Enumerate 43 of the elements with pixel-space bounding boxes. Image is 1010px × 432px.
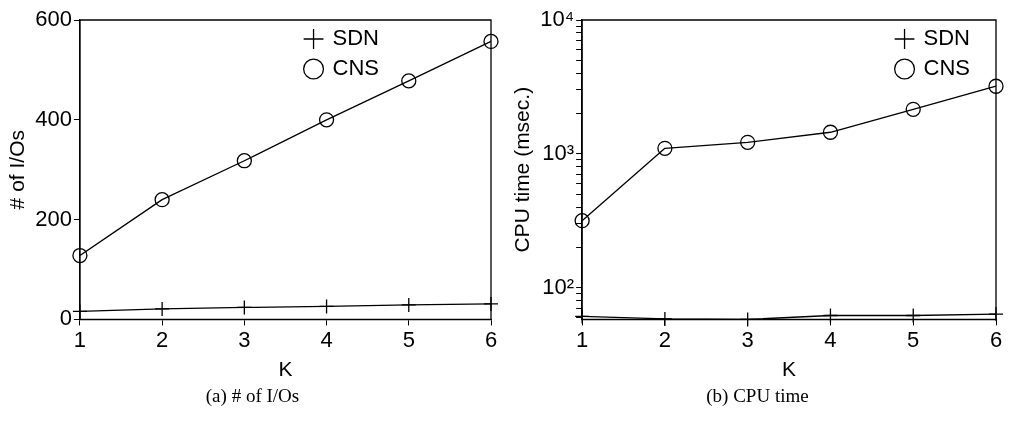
y-tick-label: 0 bbox=[59, 305, 72, 331]
point bbox=[574, 213, 590, 229]
point bbox=[236, 153, 252, 169]
legend-label: SDN bbox=[923, 25, 970, 51]
y-tick-label: 10⁴ bbox=[540, 6, 575, 32]
x-tick-label: 4 bbox=[320, 326, 333, 352]
text: (a) # of I/Os bbox=[205, 385, 300, 407]
x-tick-label: 4 bbox=[824, 326, 837, 352]
x-tick-label: 6 bbox=[989, 326, 1003, 352]
point bbox=[483, 33, 499, 50]
y-tick-label: 400 bbox=[35, 105, 72, 131]
x-tick-label: 2 bbox=[658, 326, 672, 352]
x-tick-label: 3 bbox=[238, 326, 251, 352]
point bbox=[905, 101, 921, 118]
y-tick-label: 200 bbox=[35, 205, 72, 231]
point bbox=[822, 124, 839, 140]
x-axis-title: K bbox=[782, 357, 797, 381]
legend-label: SDN bbox=[332, 25, 379, 51]
point bbox=[988, 78, 1004, 94]
x-tick-label: 2 bbox=[156, 326, 169, 352]
x-tick-label: 1 bbox=[73, 326, 87, 352]
y-axis-title: # of I/Os bbox=[5, 130, 29, 210]
x-tick-label: 5 bbox=[907, 326, 920, 352]
x-axis-title: K bbox=[278, 357, 293, 381]
y-axis-title: CPU time (msec.) bbox=[510, 86, 534, 253]
point bbox=[401, 73, 417, 89]
point bbox=[154, 191, 170, 208]
x-tick-label: 3 bbox=[741, 326, 754, 352]
point bbox=[822, 307, 839, 324]
x-tick-label: 5 bbox=[402, 326, 415, 352]
x-tick-label: 6 bbox=[484, 326, 498, 352]
y-tick-label: 600 bbox=[35, 6, 72, 32]
point bbox=[318, 112, 335, 128]
x-tick-label: 1 bbox=[576, 326, 589, 352]
point bbox=[72, 247, 88, 264]
legend-label: CNS bbox=[923, 55, 970, 81]
point bbox=[740, 134, 756, 150]
legend-label: CNS bbox=[332, 55, 379, 81]
y-tick-label: 10³ bbox=[542, 139, 575, 165]
y-tick-label: 10² bbox=[542, 273, 575, 299]
point bbox=[318, 298, 335, 315]
text: (b) CPU time bbox=[706, 385, 809, 407]
point bbox=[657, 140, 673, 156]
